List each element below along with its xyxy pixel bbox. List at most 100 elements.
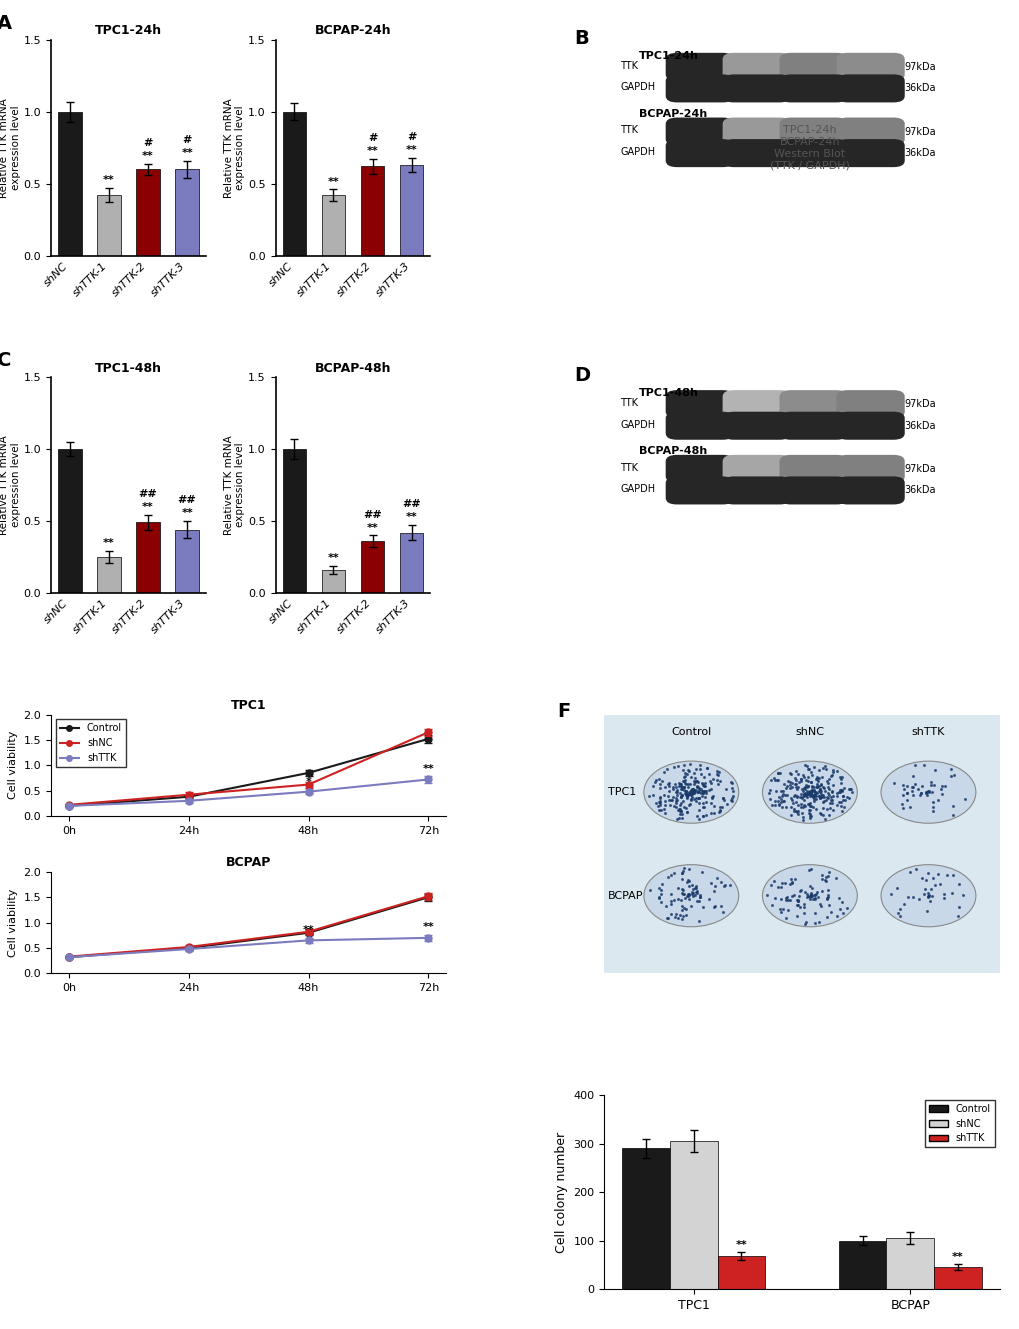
Point: [685, 783, 701, 804]
Text: ##: ##: [177, 496, 197, 505]
Point: [666, 796, 683, 817]
Point: [815, 787, 832, 808]
Point: [650, 768, 666, 789]
Text: **: **: [327, 177, 339, 186]
Point: [679, 886, 695, 908]
Point: [676, 776, 692, 797]
Point: [770, 898, 787, 920]
Point: [691, 781, 707, 803]
Point: [815, 777, 832, 799]
Point: [695, 780, 711, 801]
Point: [920, 781, 936, 803]
Point: [688, 805, 704, 827]
Point: [776, 777, 793, 799]
Point: [685, 781, 701, 803]
Point: [802, 781, 818, 803]
Point: [664, 889, 681, 910]
Point: [716, 779, 733, 800]
Point: [790, 771, 806, 792]
Point: [802, 771, 818, 792]
Point: [799, 771, 815, 792]
Circle shape: [761, 865, 857, 926]
Point: [679, 801, 695, 823]
Point: [684, 781, 700, 803]
Point: [799, 780, 815, 801]
Point: [683, 884, 699, 905]
Point: [843, 779, 859, 800]
Point: [702, 792, 718, 813]
Point: [671, 773, 687, 795]
Point: [682, 781, 698, 803]
Point: [784, 789, 800, 811]
Point: [834, 767, 850, 788]
Point: [805, 787, 821, 808]
Point: [769, 763, 786, 784]
Point: [673, 776, 689, 797]
Point: [819, 772, 836, 793]
Point: [677, 898, 693, 920]
Line: shTTK: shTTK: [65, 776, 431, 809]
Point: [660, 780, 677, 801]
Point: [795, 902, 811, 924]
Point: [817, 789, 834, 811]
Point: [674, 808, 690, 829]
Point: [797, 784, 813, 805]
Point: [693, 785, 709, 807]
Text: **: **: [422, 764, 434, 773]
Point: [671, 799, 687, 820]
Point: [695, 775, 711, 796]
Point: [799, 775, 815, 796]
Point: [667, 792, 684, 813]
Point: [832, 767, 848, 788]
Point: [690, 780, 706, 801]
Point: [772, 780, 789, 801]
Point: [904, 886, 920, 908]
Point: [681, 783, 697, 804]
Text: #: #: [407, 132, 416, 142]
Point: [807, 884, 823, 905]
Point: [664, 776, 681, 797]
Point: [812, 804, 828, 825]
Point: [669, 756, 686, 777]
Point: [683, 787, 699, 808]
Point: [800, 803, 816, 824]
Point: [915, 754, 931, 775]
Point: [923, 791, 940, 812]
Point: [773, 780, 790, 801]
Point: [798, 784, 814, 805]
Bar: [175, 530, 199, 593]
Point: [806, 884, 822, 905]
Text: B: B: [574, 29, 589, 48]
Point: [674, 759, 690, 780]
Point: [801, 885, 817, 906]
Point: [772, 872, 789, 893]
Point: [659, 785, 676, 807]
Point: [705, 896, 721, 917]
Point: [690, 771, 706, 792]
Point: [659, 867, 676, 888]
Point: [772, 792, 789, 813]
Point: [809, 771, 825, 792]
Point: [666, 773, 683, 795]
Point: [688, 890, 704, 912]
Point: [665, 863, 682, 884]
Point: [819, 787, 836, 808]
Point: [805, 780, 821, 801]
Point: [694, 796, 710, 817]
Point: [708, 769, 725, 791]
Point: [919, 781, 935, 803]
Text: 36kDa: 36kDa: [904, 84, 935, 93]
Point: [679, 781, 695, 803]
Point: [814, 758, 830, 779]
FancyBboxPatch shape: [665, 74, 734, 102]
Text: BCPAP-48h: BCPAP-48h: [639, 447, 707, 456]
Text: TTK: TTK: [620, 462, 638, 473]
Point: [725, 785, 741, 807]
Point: [816, 758, 833, 779]
Bar: [97, 557, 120, 593]
Point: [801, 796, 817, 817]
Point: [821, 901, 838, 922]
Point: [721, 874, 738, 896]
Point: [691, 884, 707, 905]
Point: [833, 890, 849, 912]
